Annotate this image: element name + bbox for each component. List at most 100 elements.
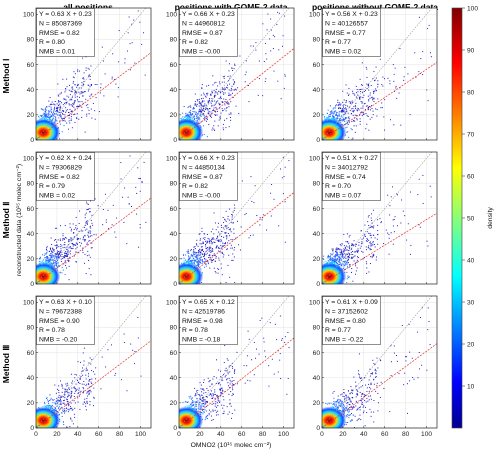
scatter-point <box>223 362 225 364</box>
scatter-point <box>59 246 61 248</box>
scatter-point <box>203 92 205 94</box>
scatter-point <box>259 224 261 226</box>
scatter-point <box>284 201 286 203</box>
scatter-point <box>207 377 209 379</box>
scatter-point <box>130 343 132 345</box>
scatter-point <box>230 244 232 246</box>
scatter-point <box>347 123 349 125</box>
scatter-point <box>232 253 234 255</box>
scatter-point <box>374 246 376 248</box>
scatter-point <box>409 253 411 255</box>
scatter-point <box>338 254 340 256</box>
scatter-point <box>200 398 202 400</box>
scatter-point <box>58 101 60 103</box>
scatter-point <box>63 102 65 104</box>
scatter-point <box>50 397 52 399</box>
scatter-point <box>52 113 54 115</box>
scatter-point <box>54 408 56 410</box>
scatter-point <box>352 111 354 113</box>
scatter-point <box>427 245 429 247</box>
scatter-point <box>47 118 49 120</box>
scatter-point <box>371 213 373 215</box>
scatter-point <box>330 117 332 119</box>
scatter-point <box>373 253 375 255</box>
scatter-point <box>64 255 66 257</box>
scatter-point <box>67 384 69 386</box>
scatter-point <box>199 114 201 116</box>
scatter-point <box>206 252 208 254</box>
scatter-point <box>373 244 375 246</box>
scatter-point <box>356 109 358 111</box>
scatter-point <box>220 92 222 94</box>
scatter-point <box>77 238 79 240</box>
scatter-point <box>60 258 62 260</box>
scatter-point <box>218 90 220 92</box>
scatter-point <box>68 103 70 105</box>
scatter-point <box>342 250 344 252</box>
scatter-point <box>211 397 213 399</box>
scatter-point <box>220 245 222 247</box>
scatter-point <box>90 94 92 96</box>
scatter-point <box>340 259 342 261</box>
scatter-point <box>343 266 345 268</box>
scatter-point <box>65 89 67 91</box>
scatter-point <box>238 112 240 114</box>
scatter-point <box>360 245 362 247</box>
scatter-point <box>188 253 190 255</box>
scatter-point <box>344 264 346 266</box>
scatter-point <box>365 246 367 248</box>
scatter-point <box>73 71 75 73</box>
scatter-point <box>362 97 364 99</box>
scatter-point <box>396 97 398 99</box>
scatter-point <box>235 89 237 91</box>
scatter-point <box>75 388 77 390</box>
scatter-point <box>68 84 70 86</box>
scatter-point <box>359 247 361 249</box>
scatter-point <box>418 224 420 226</box>
scatter-point <box>71 409 73 411</box>
scatter-point <box>377 83 379 85</box>
scatter-point <box>145 221 147 223</box>
scatter-point <box>45 260 47 262</box>
scatter-point <box>231 395 233 397</box>
scatter-point <box>70 118 72 120</box>
scatter-point <box>335 260 337 262</box>
y-tick-label: 60 <box>27 62 35 69</box>
density-core <box>36 406 61 428</box>
scatter-point <box>58 399 60 401</box>
scatter-point <box>219 103 221 105</box>
scatter-point <box>366 88 368 90</box>
scatter-point <box>49 115 51 117</box>
scatter-point <box>93 387 95 389</box>
scatter-point <box>190 113 192 115</box>
scatter-point <box>335 105 337 107</box>
scatter-point <box>52 400 54 402</box>
scatter-point <box>362 258 364 260</box>
scatter-point <box>381 102 383 104</box>
scatter-point <box>48 100 50 102</box>
scatter-point <box>362 105 364 107</box>
scatter-point <box>190 112 192 114</box>
scatter-point <box>213 212 215 214</box>
scatter-point <box>44 404 46 406</box>
scatter-point <box>70 110 72 112</box>
scatter-point <box>195 259 197 261</box>
scatter-point <box>213 96 215 98</box>
scatter-point <box>225 60 227 62</box>
scatter-point <box>366 115 368 117</box>
scatter-point <box>205 260 207 262</box>
scatter-point <box>206 85 208 87</box>
scatter-point <box>196 103 198 105</box>
scatter-point <box>57 250 59 252</box>
scatter-point <box>205 259 207 261</box>
scatter-point <box>353 120 355 122</box>
scatter-point <box>328 260 330 262</box>
scatter-point <box>65 237 67 239</box>
scatter-point <box>426 240 428 242</box>
scatter-point <box>227 226 229 228</box>
scatter-point <box>70 230 72 232</box>
scatter-point <box>200 115 202 117</box>
scatter-point <box>204 401 206 403</box>
scatter-point <box>199 239 201 241</box>
